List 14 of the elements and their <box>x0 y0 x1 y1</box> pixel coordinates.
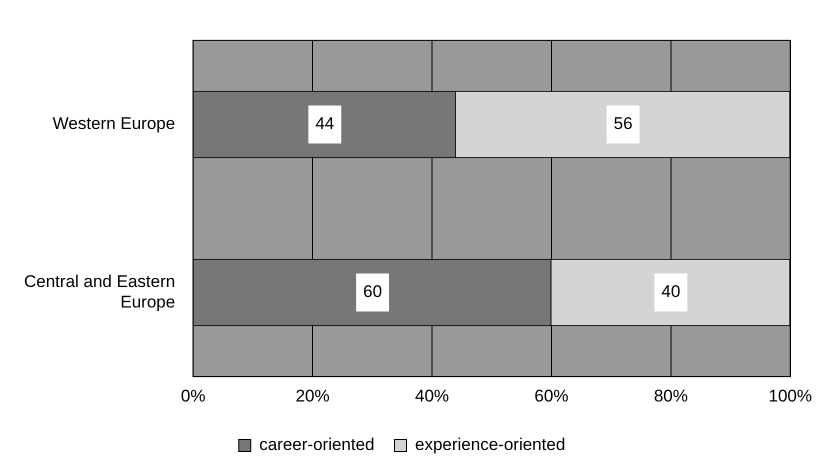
x-tick-label: 0% <box>180 386 206 406</box>
y-tick-label: Central and Eastern Europe <box>24 272 176 312</box>
data-label: 56 <box>614 114 633 134</box>
x-tick-label: 40% <box>415 386 450 406</box>
y-tick-label: Western Europe <box>52 114 176 134</box>
data-label: 40 <box>661 282 680 302</box>
x-tick-label: 80% <box>654 386 688 406</box>
data-label: 44 <box>315 114 334 134</box>
x-tick-label: 100% <box>768 386 812 406</box>
x-tick-label: 20% <box>296 386 330 406</box>
legend-label: experience-oriented <box>415 435 566 454</box>
data-label: 60 <box>363 282 382 302</box>
x-tick-label: 60% <box>534 386 568 406</box>
legend-label: career-oriented <box>259 435 375 454</box>
